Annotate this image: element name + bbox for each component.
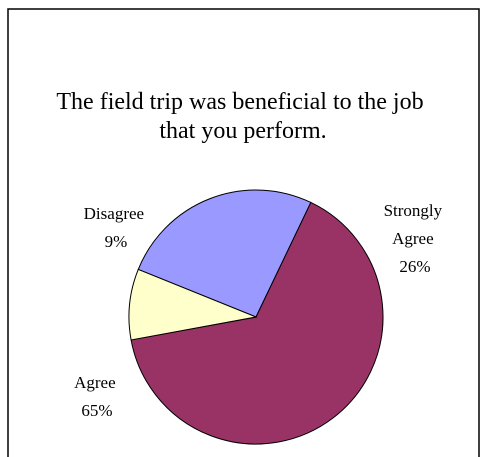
- label-strongly-agree-value: 26%: [399, 257, 430, 276]
- label-strongly-agree-line-2: Agree: [392, 229, 434, 248]
- label-disagree-line-1: Disagree: [84, 204, 144, 223]
- label-strongly-agree-line-1: Strongly: [384, 201, 443, 220]
- pie-slice-agree: [130, 201, 384, 445]
- label-strongly-agree: Strongly Agree 26%: [384, 201, 447, 276]
- label-agree-value: 65%: [81, 401, 112, 420]
- label-disagree: Disagree 9%: [84, 204, 149, 251]
- pie-slice-disagree: [128, 268, 258, 341]
- chart-title-line-2: that you perform.: [159, 118, 326, 144]
- pie-slices: [128, 189, 384, 445]
- pie-slice-strongly-agree: [137, 189, 312, 318]
- chart-title-line-1: The field trip was beneficial to the job: [56, 89, 423, 115]
- chart-title: The field trip was beneficial to the job…: [56, 89, 429, 144]
- label-disagree-value: 9%: [105, 232, 128, 251]
- label-agree-line-1: Agree: [74, 373, 116, 392]
- label-agree: Agree 65%: [74, 373, 120, 420]
